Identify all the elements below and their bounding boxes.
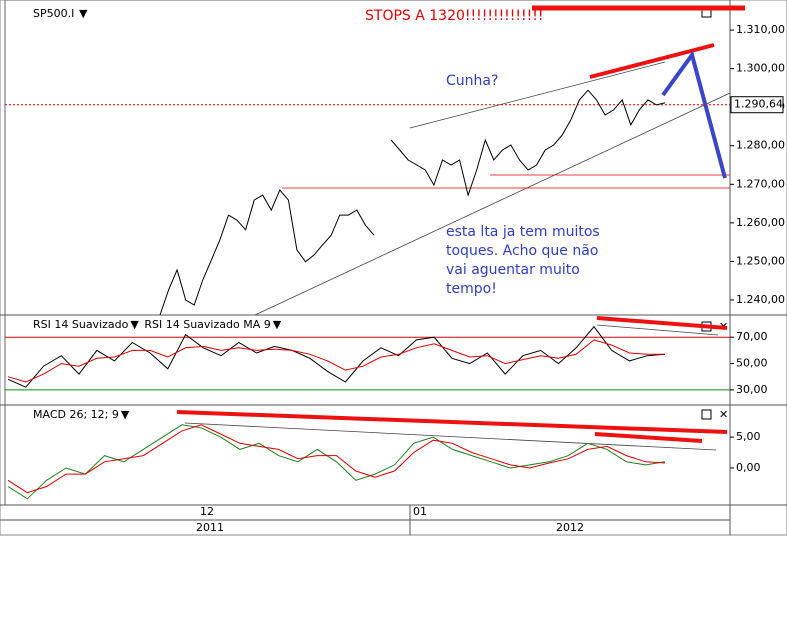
- trendline: [184, 422, 717, 451]
- forecast-arrow: [661, 50, 727, 179]
- year-label: 2012: [556, 521, 584, 534]
- annotation: vai aguentar muito: [446, 262, 580, 278]
- legend-menu[interactable]: ▼: [121, 408, 130, 421]
- trendline: [409, 61, 666, 129]
- y-tick-label: 1.270,00: [736, 177, 785, 190]
- trendline: [596, 324, 719, 336]
- y-tick-label: 1.240,00: [736, 293, 785, 306]
- drawn-line: [594, 432, 703, 443]
- annotation: esta lta ja tem muitos: [446, 224, 600, 240]
- series-line: [7, 424, 666, 494]
- trendline: [254, 92, 731, 316]
- annotation: tempo!: [446, 281, 497, 297]
- month-label: 12: [200, 505, 214, 518]
- last-price-label: 1.290,64: [734, 98, 783, 111]
- legend-entry: MACD 26; 12; 9: [33, 408, 119, 421]
- y-tick-label: 1.310,00: [736, 23, 785, 36]
- month-label: 01: [413, 505, 427, 518]
- last-price-box: [730, 96, 784, 114]
- legend-menu[interactable]: ▼: [273, 318, 282, 331]
- series-line: [7, 339, 665, 383]
- legend-entry: RSI 14 Suavizado: [33, 318, 129, 331]
- y-tick-label: 50,00: [736, 357, 768, 370]
- drawn-line: [596, 316, 728, 330]
- drawn-line: [589, 43, 715, 79]
- y-tick-label: 0,00: [736, 461, 761, 474]
- year-label: 2011: [196, 521, 224, 534]
- y-tick-label: 1.280,00: [736, 139, 785, 152]
- drawn-line: [176, 410, 728, 434]
- legend-entry: RSI 14 Suavizado MA 9: [144, 318, 270, 331]
- annotation: STOPS A 1320!!!!!!!!!!!!!!: [365, 8, 543, 24]
- annotation: Cunha?: [446, 73, 498, 89]
- annotation: toques. Acho que não: [446, 243, 598, 259]
- panel-menu[interactable]: ▼: [79, 7, 88, 20]
- y-tick-label: 1.260,00: [736, 216, 785, 229]
- close-icon[interactable]: ✕: [719, 408, 728, 421]
- y-tick-label: 30,00: [736, 383, 768, 396]
- y-tick-label: 70,00: [736, 330, 768, 343]
- legend-menu[interactable]: ▼: [130, 318, 139, 331]
- panel-title: SP500.I: [33, 7, 74, 20]
- series-line: [159, 89, 666, 316]
- series-line: [7, 325, 666, 388]
- y-tick-label: 1.250,00: [736, 254, 785, 267]
- maximize-icon[interactable]: [701, 409, 712, 420]
- y-tick-label: 1.300,00: [736, 62, 785, 75]
- y-tick-label: 5,00: [736, 430, 761, 443]
